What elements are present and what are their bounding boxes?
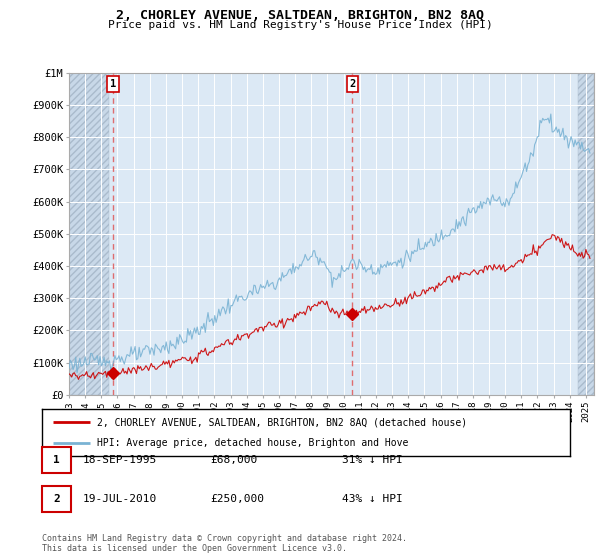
Text: £68,000: £68,000 xyxy=(210,455,257,465)
Text: £250,000: £250,000 xyxy=(210,494,264,505)
Text: 43% ↓ HPI: 43% ↓ HPI xyxy=(342,494,403,505)
Text: Price paid vs. HM Land Registry's House Price Index (HPI): Price paid vs. HM Land Registry's House … xyxy=(107,20,493,30)
Text: 18-SEP-1995: 18-SEP-1995 xyxy=(83,455,157,465)
Text: 1: 1 xyxy=(53,455,60,465)
Text: 2: 2 xyxy=(349,79,356,89)
Text: 31% ↓ HPI: 31% ↓ HPI xyxy=(342,455,403,465)
Text: 1: 1 xyxy=(110,79,116,89)
Text: 2: 2 xyxy=(53,494,60,505)
Text: HPI: Average price, detached house, Brighton and Hove: HPI: Average price, detached house, Brig… xyxy=(97,438,409,448)
Text: 2, CHORLEY AVENUE, SALTDEAN, BRIGHTON, BN2 8AQ: 2, CHORLEY AVENUE, SALTDEAN, BRIGHTON, B… xyxy=(116,9,484,22)
Text: Contains HM Land Registry data © Crown copyright and database right 2024.
This d: Contains HM Land Registry data © Crown c… xyxy=(42,534,407,553)
Text: 19-JUL-2010: 19-JUL-2010 xyxy=(83,494,157,505)
Text: 2, CHORLEY AVENUE, SALTDEAN, BRIGHTON, BN2 8AQ (detached house): 2, CHORLEY AVENUE, SALTDEAN, BRIGHTON, B… xyxy=(97,417,467,427)
